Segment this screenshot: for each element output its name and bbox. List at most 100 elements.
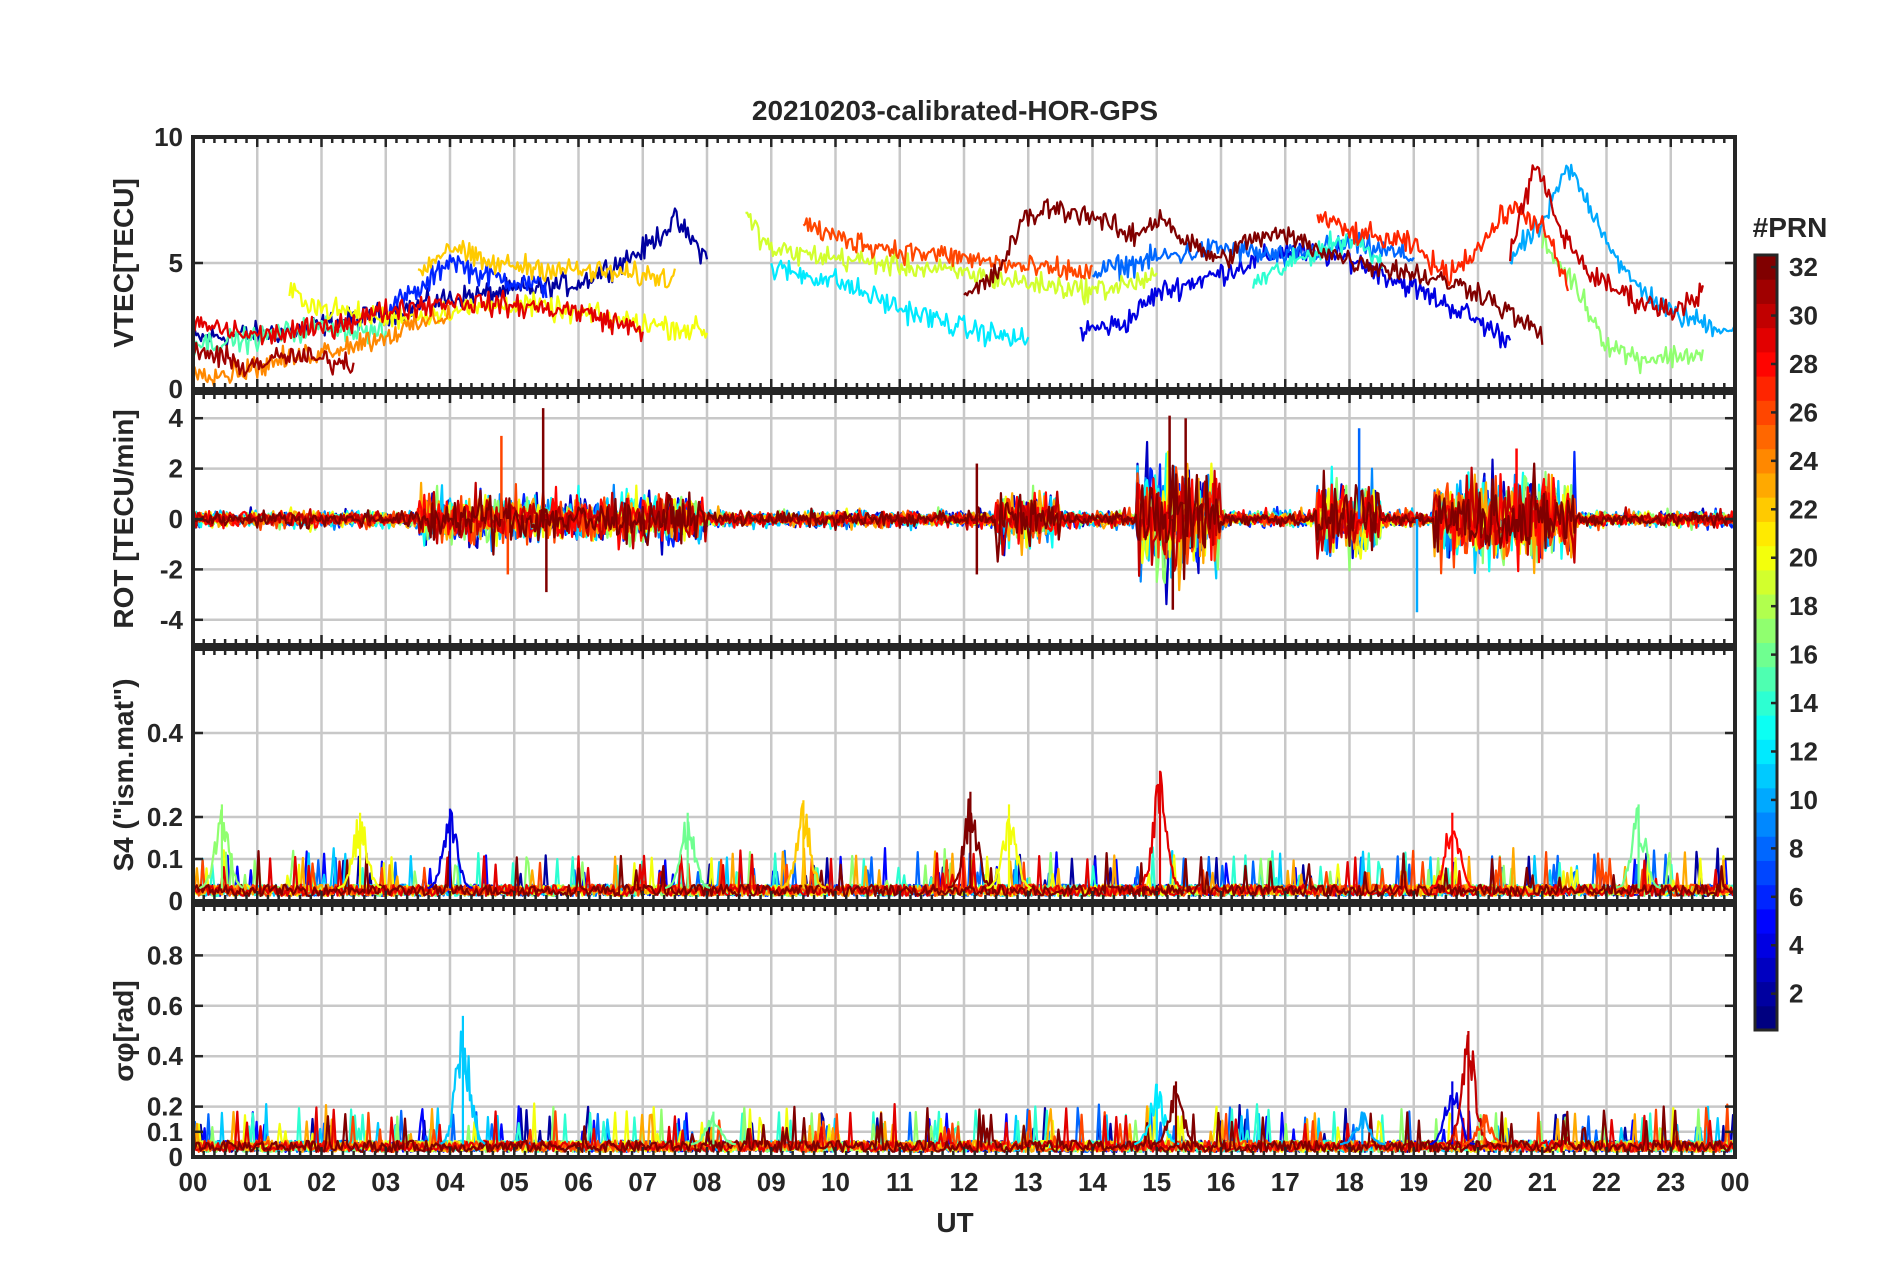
colorbar-step — [1755, 327, 1777, 353]
sigma_phi-y-axis-label: σφ[rad] — [108, 980, 139, 1081]
colorbar-step — [1755, 690, 1777, 716]
vtec-series-prn-19 — [745, 211, 1158, 306]
s4-peak-prn-29 — [1136, 770, 1183, 889]
colorbar-tick-label: 18 — [1789, 591, 1818, 621]
x-tick-label: 04 — [436, 1167, 465, 1197]
vtec-series-prn-32 — [963, 198, 1544, 345]
colorbar-tick-label: 24 — [1789, 446, 1818, 476]
y-tick-label: 4 — [169, 403, 184, 433]
colorbar-step — [1755, 569, 1777, 595]
colorbar-tick-label: 4 — [1789, 930, 1804, 960]
sigma_phi-grid — [193, 905, 1735, 1157]
vtec-series-prn-30 — [1509, 164, 1704, 321]
colorbar-step — [1755, 521, 1777, 547]
x-tick-label: 14 — [1078, 1167, 1107, 1197]
colorbar-tick-label: 30 — [1789, 301, 1818, 331]
vtec-series-prn-10 — [1509, 163, 1735, 338]
vtec-series-prn-22 — [417, 239, 676, 289]
vtec-series-prn-6 — [384, 254, 548, 320]
vtec-y-axis-label: VTEC[TECU] — [108, 178, 139, 348]
x-tick-label: 01 — [243, 1167, 272, 1197]
colorbar-tick-label: 32 — [1789, 252, 1818, 282]
colorbar-step — [1755, 545, 1777, 571]
colorbar-step — [1755, 279, 1777, 304]
colorbar-tick-label: 16 — [1789, 640, 1818, 670]
colorbar-step — [1755, 594, 1777, 619]
x-tick-label: 15 — [1142, 1167, 1171, 1197]
colorbar-title: #PRN — [1753, 212, 1828, 243]
x-tick-label: 20 — [1464, 1167, 1493, 1197]
s4-peak-prn-17 — [199, 804, 244, 890]
vtec-series-prn-14 — [1252, 230, 1383, 289]
x-tick-labels: 00 01 02 03 04 05 06 07 08 09 10 11 12 13 14 15 16 17 18 19… — [179, 1167, 1750, 1197]
y-tick-label: 10 — [154, 122, 183, 152]
s4-peak-prn-20 — [986, 804, 1032, 890]
colorbar-step — [1755, 884, 1777, 910]
s4-peak-prn-16 — [1615, 804, 1662, 889]
x-tick-label: 05 — [500, 1167, 529, 1197]
colorbar-step — [1755, 981, 1777, 1007]
s4-peak-prn-28 — [1429, 812, 1476, 890]
vtec-series-prn-31 — [193, 339, 355, 378]
y-tick-label: -4 — [160, 605, 184, 635]
s4-peak-prn-32 — [947, 791, 994, 889]
y-tick-label: -2 — [160, 554, 183, 584]
colorbar-step — [1755, 472, 1777, 498]
colorbar-tick-label: 26 — [1789, 397, 1818, 427]
panel-sigma_phi: 00.10.2 0.4 0.6 0.8 σφ[rad] — [108, 903, 1737, 1172]
colorbar-step — [1755, 448, 1777, 474]
y-tick-label: 2 — [169, 454, 183, 484]
colorbar-step — [1755, 787, 1777, 813]
colorbar-step — [1755, 642, 1777, 668]
sigma_phi-peak-prn-26 — [1461, 1114, 1508, 1146]
colorbar-step — [1755, 957, 1777, 983]
vtec-data — [193, 163, 1735, 387]
vtec-series-prn-17 — [1541, 232, 1704, 375]
colorbar-tick-label: 10 — [1789, 785, 1818, 815]
colorbar-step — [1755, 351, 1777, 377]
x-tick-label: 22 — [1592, 1167, 1621, 1197]
colorbar-step — [1755, 908, 1777, 934]
colorbar-step — [1755, 303, 1777, 329]
s4-peak-prn-16 — [664, 812, 711, 890]
y-tick-label: 0.2 — [147, 802, 183, 832]
y-tick-label: 0 — [169, 504, 183, 534]
panel-rot: -4 -2 0 2 4 ROT [TECU/min] — [108, 391, 1737, 647]
x-tick-label: 10 — [821, 1167, 850, 1197]
vtec-series-prn-12 — [770, 259, 1030, 348]
colorbar-step — [1755, 666, 1777, 692]
y-tick-label: 0 — [169, 1142, 183, 1172]
x-tick-label: 13 — [1014, 1167, 1043, 1197]
colorbar-tick-label: 6 — [1789, 882, 1803, 912]
x-tick-label: 23 — [1656, 1167, 1685, 1197]
y-tick-label: 0.8 — [147, 940, 183, 970]
x-tick-label: 08 — [693, 1167, 722, 1197]
s4-peak-prn-4 — [427, 808, 473, 890]
rot-data — [193, 408, 1735, 613]
s4-peak-prn-22 — [780, 800, 826, 889]
x-tick-label: 12 — [950, 1167, 979, 1197]
y-tick-label: 0.6 — [147, 991, 183, 1021]
x-tick-label: 00 — [179, 1167, 208, 1197]
colorbar-tick-label: 14 — [1789, 688, 1818, 718]
sigma_phi-peak-prn-16 — [690, 1111, 736, 1146]
x-tick-label: 03 — [371, 1167, 400, 1197]
colorbar-step — [1755, 376, 1777, 401]
colorbar-step — [1755, 424, 1777, 450]
x-tick-label: 06 — [564, 1167, 593, 1197]
colorbar-tick-label: 2 — [1789, 979, 1803, 1009]
x-tick-label: 17 — [1271, 1167, 1300, 1197]
vtec-series-prn-26 — [802, 217, 1094, 281]
sigma_phi-peak-prn-32 — [1153, 1081, 1199, 1146]
y-tick-label: 0 — [169, 374, 183, 404]
y-tick-label: 0.4 — [147, 718, 184, 748]
x-tick-label: 18 — [1335, 1167, 1364, 1197]
vtec-series-prn-29 — [193, 289, 644, 346]
colorbar-tick-label: 12 — [1789, 736, 1818, 766]
y-tick-label: 0.1 — [147, 844, 183, 874]
colorbar-frame — [1753, 253, 1779, 1032]
y-tick-label: 0 — [169, 886, 183, 916]
sigma_phi-peak-prn-11 — [439, 1015, 486, 1145]
